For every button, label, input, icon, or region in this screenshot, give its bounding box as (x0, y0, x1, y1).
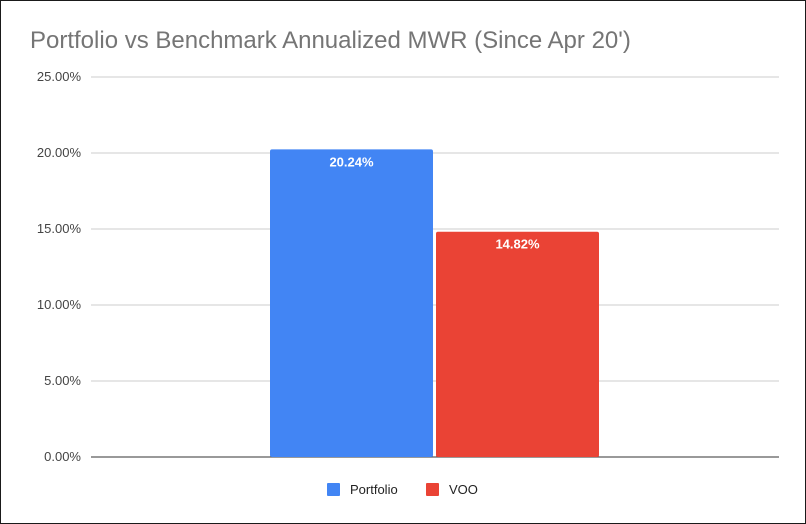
legend-label-portfolio: Portfolio (350, 482, 398, 497)
bar-voo (436, 231, 599, 457)
legend-label-voo: VOO (449, 482, 478, 497)
y-tick-label: 5.00% (44, 373, 81, 388)
bars: 20.24% 14.82% (270, 149, 599, 458)
y-tick-label: 0.00% (44, 449, 81, 464)
bar-portfolio (270, 149, 433, 458)
gridlines (91, 76, 779, 458)
y-tick-label: 15.00% (37, 221, 82, 236)
data-label-portfolio: 20.24% (329, 154, 374, 169)
legend-swatch-voo (426, 483, 439, 496)
chart-title: Portfolio vs Benchmark Annualized MWR (S… (30, 27, 631, 54)
y-tick-label: 25.00% (37, 69, 82, 84)
y-tick-label: 10.00% (37, 297, 82, 312)
y-tick-label: 20.00% (37, 145, 82, 160)
legend-swatch-portfolio (327, 483, 340, 496)
data-label-voo: 14.82% (495, 237, 540, 252)
legend: Portfolio VOO (327, 482, 478, 497)
y-axis-ticks: 0.00% 5.00% 10.00% 15.00% 20.00% 25.00% (37, 69, 82, 464)
